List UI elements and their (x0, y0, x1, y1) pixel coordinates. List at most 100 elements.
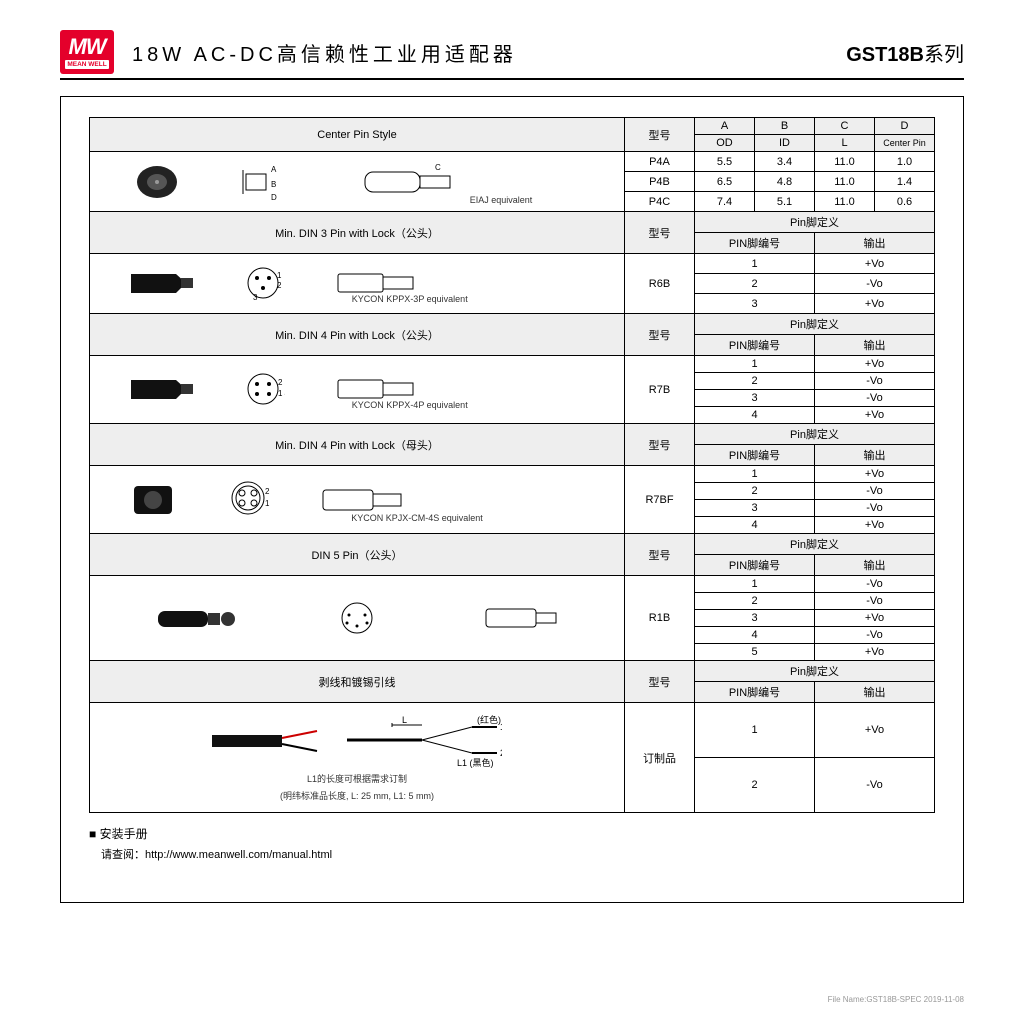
cell: 1.4 (875, 172, 935, 192)
cell: 4.8 (755, 172, 815, 192)
svg-text:1 4: 1 4 (278, 389, 285, 398)
cell: 11.0 (815, 152, 875, 172)
series-code: GST18B (846, 44, 924, 66)
svg-text:L: L (402, 715, 407, 725)
col-a: A (695, 118, 755, 135)
pinout-icon: 2 31 4 (230, 480, 270, 520)
wire-photo-icon (212, 721, 322, 761)
diag-note: KYCON KPPX-3P equivalent (352, 294, 468, 304)
pinout-icon (339, 601, 379, 636)
cell-pin: 2 (695, 593, 815, 610)
pinout-icon: 2 31 4 (245, 372, 285, 407)
col-pindef: Pin脚定义 (695, 314, 935, 335)
section-title: Min. DIN 4 Pin with Lock（公头） (90, 314, 625, 356)
diagram-cell: 2 31 4 KYCON KPPX-4P equivalent (90, 356, 625, 424)
cell-pin: 2 (695, 373, 815, 390)
diag-note2: (明纬标准品长度, L: 25 mm, L1: 5 mm) (280, 789, 434, 802)
col-c: C (815, 118, 875, 135)
col-pindef: Pin脚定义 (695, 424, 935, 445)
col-id: ID (755, 135, 815, 152)
manual-link[interactable]: 请查阅：http://www.meanwell.com/manual.html (101, 846, 935, 862)
col-pindef: Pin脚定义 (695, 212, 935, 233)
col-pindef: Pin脚定义 (695, 534, 935, 555)
diagram-cell: 2 31 4 KYCON KPJX-CM-4S equivalent (90, 466, 625, 534)
section-title: 剥线和镀锡引线 (90, 661, 625, 703)
section-title: Min. DIN 3 Pin with Lock（公头） (90, 212, 625, 254)
svg-text:2: 2 (277, 281, 282, 290)
cell-out: +Vo (815, 466, 935, 483)
col-pinno: PIN脚编号 (695, 445, 815, 466)
cell-pin: 3 (695, 500, 815, 517)
series-label: GST18B系列 (846, 38, 964, 67)
cell: 7.4 (695, 192, 755, 212)
cell-pin: 2 (695, 274, 815, 294)
col-pinno: PIN脚编号 (695, 233, 815, 254)
col-pinno: PIN脚编号 (695, 682, 815, 703)
cell-out: -Vo (815, 627, 935, 644)
cell-out: -Vo (815, 373, 935, 390)
cell-out: +Vo (815, 254, 935, 274)
svg-text:1 4: 1 4 (265, 499, 270, 508)
cell-pin: 4 (695, 517, 815, 534)
cell-pin: 1 (695, 254, 815, 274)
section-title: DIN 5 Pin（公头） (90, 534, 625, 576)
col-output: 输出 (815, 445, 935, 466)
cell-out: -Vo (815, 390, 935, 407)
cell-out: +Vo (815, 294, 935, 314)
cell: 11.0 (815, 172, 875, 192)
col-cp: Center Pin (875, 135, 935, 152)
svg-text:B: B (271, 180, 276, 189)
cell-out: +Vo (815, 517, 935, 534)
cell: 1.0 (875, 152, 935, 172)
cell: 6.5 (695, 172, 755, 192)
cell-out: -Vo (815, 593, 935, 610)
cell-out: -Vo (815, 483, 935, 500)
cell-model: 订制品 (625, 703, 695, 813)
svg-text:2 3: 2 3 (265, 487, 270, 496)
cell-out: -Vo (815, 758, 935, 813)
pinout-icon: 123 (245, 266, 285, 301)
svg-text:D: D (271, 193, 277, 202)
jack-icon (481, 601, 561, 636)
logo-subtext: MEAN WELL (65, 60, 108, 69)
cell-out: +Vo (815, 407, 935, 424)
plug-icon: C (360, 162, 460, 202)
col-model: 型号 (625, 534, 695, 576)
connector-front-icon (132, 162, 182, 202)
connector-side-icon: ABD (241, 162, 301, 202)
spec-panel: Center Pin Style 型号 A B C D OD ID L Cent… (60, 96, 964, 903)
svg-text:1: 1 (500, 722, 502, 732)
cell-out: +Vo (815, 356, 935, 373)
file-metadata: File Name:GST18B-SPEC 2019-11-08 (828, 995, 964, 1004)
cell-pin: 3 (695, 610, 815, 627)
cell-model: R7B (625, 356, 695, 424)
cell-out: -Vo (815, 274, 935, 294)
diagram-cell: L (红色) 1 2 L1 (黑色) L1的长度可根据需求订制 (明纬标准品长度… (90, 703, 625, 813)
diagram-cell: ABD C EIAJ equivalent (90, 152, 625, 212)
logo-text: MW (68, 36, 105, 58)
col-output: 输出 (815, 555, 935, 576)
col-output: 输出 (815, 682, 935, 703)
series-suffix: 系列 (924, 44, 964, 66)
col-model: 型号 (625, 314, 695, 356)
col-output: 输出 (815, 335, 935, 356)
cell: 5.1 (755, 192, 815, 212)
manual-label: ■ 安装手册 (89, 825, 935, 842)
cell-model: R6B (625, 254, 695, 314)
cell-pin: 5 (695, 644, 815, 661)
svg-text:C: C (435, 163, 441, 172)
manual-section: ■ 安装手册 请查阅：http://www.meanwell.com/manua… (89, 825, 935, 862)
header: MW MEAN WELL 18W AC-DC高信赖性工业用适配器 GST18B系… (60, 30, 964, 80)
diag-note: EIAJ equivalent (470, 195, 533, 205)
cell: 3.4 (755, 152, 815, 172)
diag-note: KYCON KPJX-CM-4S equivalent (351, 513, 483, 523)
svg-text:2: 2 (500, 748, 502, 758)
cell-pin: 1 (695, 466, 815, 483)
cell-pin: 4 (695, 407, 815, 424)
svg-text:2 3: 2 3 (278, 378, 285, 387)
col-pinno: PIN脚编号 (695, 335, 815, 356)
cell-pin: 3 (695, 390, 815, 407)
din-socket-icon (126, 480, 181, 520)
col-model: 型号 (625, 424, 695, 466)
diag-note: KYCON KPPX-4P equivalent (352, 400, 468, 410)
